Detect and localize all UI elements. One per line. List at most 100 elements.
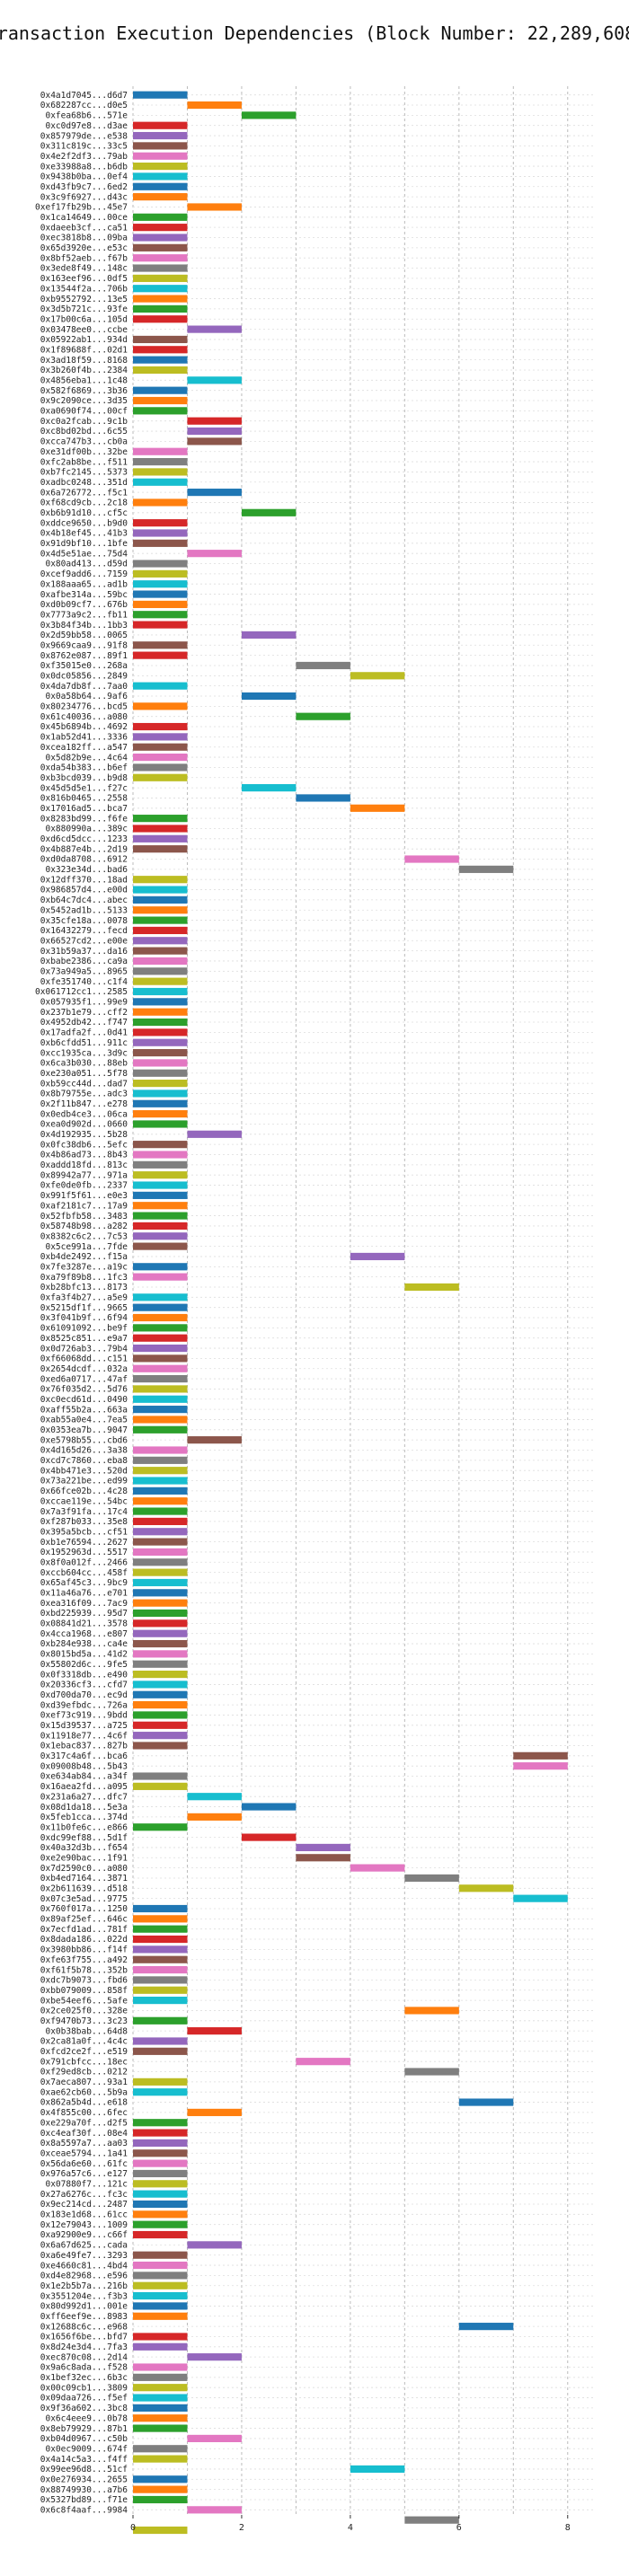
dependency-bar	[133, 2445, 188, 2453]
dependency-bar	[133, 2251, 188, 2259]
dependency-bar	[133, 1080, 188, 1088]
transaction-label: 0xd39efbdc...726a	[40, 1700, 128, 1710]
dependency-bar	[133, 1976, 188, 1984]
dependency-bar	[404, 1283, 459, 1292]
dependency-bar	[133, 1965, 188, 1974]
transaction-label: 0x1656f6be...bfd7	[40, 2333, 128, 2342]
transaction-label: 0x3551204e...f3b3	[40, 2291, 128, 2301]
transaction-label: 0x89af25ef...646c	[40, 1915, 128, 1925]
transaction-label: 0x9669caa9...91f8	[40, 640, 128, 650]
dependency-bar	[296, 1854, 350, 1862]
dependency-bar	[133, 2495, 188, 2504]
dependency-bar	[133, 2342, 188, 2351]
transaction-label: 0x6ca3b030...88eb	[40, 1059, 128, 1069]
dependency-bar	[133, 1629, 188, 1637]
transaction-label: 0x7d2590c0...a080	[40, 1864, 128, 1874]
dependency-bar	[133, 1935, 188, 1944]
transaction-label: 0xa6e49fe7...3293	[40, 2251, 128, 2261]
transaction-label: 0x2ca81a0f...4c4c	[40, 2037, 128, 2047]
dependency-bar	[133, 285, 188, 293]
transaction-label: 0xec870c08...2d14	[40, 2352, 128, 2362]
transaction-label: 0x35cfe18a...0078	[40, 916, 128, 926]
transaction-label: 0xea316f09...7ac9	[40, 1599, 128, 1609]
dependency-bar	[133, 1313, 188, 1322]
dependency-bar	[133, 845, 188, 853]
dependency-bar	[133, 1599, 188, 1607]
dependency-bar	[350, 1252, 405, 1261]
transaction-label: 0x4e2f2df3...79ab	[40, 152, 128, 162]
dependency-bar	[133, 1385, 188, 1393]
dependency-bar	[133, 1181, 188, 1189]
dependency-bar	[133, 519, 188, 527]
dependency-bar	[133, 2088, 188, 2096]
transaction-label: 0x11b0fe6c...e866	[40, 1822, 128, 1832]
dependency-bar	[133, 967, 188, 975]
dependency-bar	[133, 2333, 188, 2341]
transaction-label: 0x163eef96...0df5	[40, 274, 128, 284]
transaction-label: 0xe2e90bac...1f91	[40, 1853, 128, 1863]
dependency-bar	[404, 2007, 459, 2015]
dependency-bar	[133, 621, 188, 629]
transaction-label: 0xb64c7dc4...abec	[40, 895, 128, 905]
dependency-bar	[133, 906, 188, 914]
dependency-bar	[133, 1222, 188, 1230]
dependency-bar	[133, 2414, 188, 2422]
dependency-bar	[133, 1416, 188, 1424]
dependency-bar	[133, 957, 188, 966]
transaction-label: 0x9ec214cd...2487	[40, 2200, 128, 2210]
dependency-bar	[133, 2119, 188, 2127]
dependency-bar	[133, 346, 188, 354]
transaction-label: 0x0edb4ce3...06ca	[40, 1109, 128, 1119]
dependency-bar	[133, 1945, 188, 1954]
transaction-label: 0x5215df1f...9665	[40, 1303, 128, 1313]
dependency-bar	[187, 376, 242, 384]
dependency-bar	[133, 2261, 188, 2270]
transaction-label: 0x057935f1...99e9	[40, 998, 128, 1008]
dependency-bar	[187, 2241, 242, 2249]
dependency-bar	[133, 2139, 188, 2148]
dependency-bar	[133, 254, 188, 262]
transaction-label: 0xfe351740...c1f4	[40, 977, 128, 987]
dependency-bar	[133, 825, 188, 833]
transaction-label: 0x12688c6c...e968	[40, 2322, 128, 2332]
dependency-bar	[133, 234, 188, 242]
transaction-label: 0x880990a...389c	[45, 825, 128, 834]
dependency-bar	[133, 396, 188, 405]
transaction-label: 0x0e276934...2655	[40, 2475, 128, 2484]
transaction-label: 0x4b86ad73...8b43	[40, 1151, 128, 1160]
dependency-bar	[133, 213, 188, 221]
dependency-bar	[241, 111, 297, 119]
dependency-bar	[133, 1008, 188, 1016]
transaction-label: 0x862a5b4d...e618	[40, 2098, 128, 2108]
dependency-bar	[296, 661, 350, 670]
transaction-label: 0x8f0a012f...2466	[40, 1557, 128, 1567]
dependency-bar	[133, 886, 188, 894]
transaction-label: 0xaddd18fd...813c	[40, 1160, 128, 1170]
dependency-bar	[133, 2394, 188, 2402]
transaction-label: 0xe5798b55...cbd6	[40, 1435, 128, 1445]
dependency-bar	[133, 2485, 188, 2493]
transaction-label: 0x61091092...be9f	[40, 1324, 128, 1334]
transaction-label: 0xcea182ff...a547	[40, 743, 128, 753]
transaction-label: 0x7ecfd1ad...781f	[40, 1925, 128, 1935]
transaction-label: 0x4da7db8f...7aa0	[40, 682, 128, 692]
transaction-label: 0x8b79755e...adc3	[40, 1090, 128, 1099]
dependency-bar	[404, 855, 459, 863]
transaction-label: 0x4a1d7045...d6d7	[40, 91, 128, 101]
transaction-label: 0x791cbfcc...18ec	[40, 2057, 128, 2067]
transaction-label: 0xb04d0967...c50b	[40, 2434, 128, 2444]
dependency-bar	[187, 1130, 242, 1138]
dependency-bar	[133, 987, 188, 996]
dependency-bar	[133, 773, 188, 781]
transaction-label: 0xdc99ef88...5d1f	[40, 1833, 128, 1843]
dependency-bar	[133, 641, 188, 649]
transaction-label: 0x8dada186...022d	[40, 1935, 128, 1945]
grid-lines	[132, 86, 569, 2515]
dependency-bar	[133, 1191, 188, 1199]
transaction-label: 0x8a5597a7...aa03	[40, 2139, 128, 2148]
dependency-bar	[133, 243, 188, 251]
transaction-label: 0x2654dcdf...032a	[40, 1364, 128, 1374]
transaction-label: 0x80234776...bcd5	[40, 702, 128, 712]
transaction-label: 0x3ede8f49...148c	[40, 264, 128, 274]
